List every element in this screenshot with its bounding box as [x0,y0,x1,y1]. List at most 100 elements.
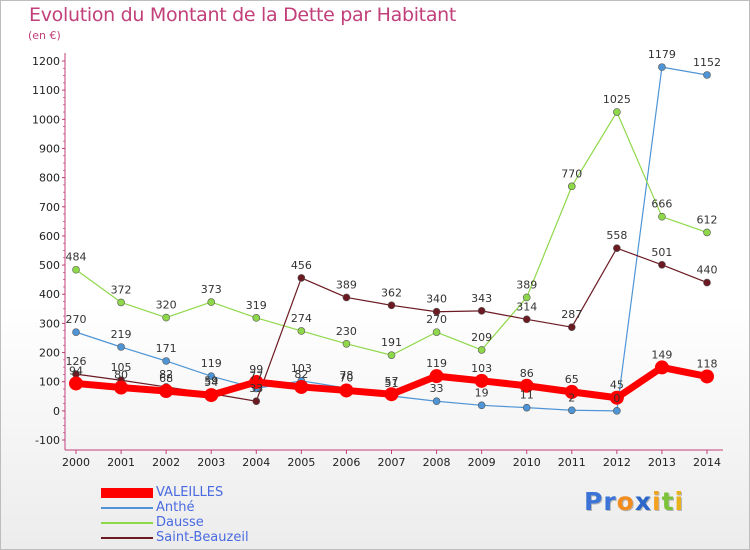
data-label: 319 [246,299,267,312]
y-tick-label: 300 [39,317,60,330]
data-point [658,63,666,71]
data-point [477,346,486,354]
data-label: 119 [426,357,447,370]
data-label: 270 [66,313,87,326]
data-point [432,307,441,316]
data-label: 103 [291,362,312,375]
data-point [159,384,174,399]
logo-letter: x [634,487,652,516]
data-label: 209 [471,331,492,344]
x-tick-label: 2009 [468,456,496,469]
data-point [703,278,711,287]
data-point [658,212,666,221]
data-point [252,314,261,322]
data-label: 770 [561,167,582,180]
chart-subtitle: (en €) [28,29,61,42]
legend-label-saint-beauzeil: Saint-Beauzeil [156,530,249,545]
proxiti-logo: Proxiti [584,487,684,516]
legend-label-valeilles: VALEILLES [156,485,224,500]
data-label: 70 [339,371,353,384]
y-tick-label: 0 [53,405,60,418]
data-label: 118 [697,357,718,370]
data-point [567,323,576,331]
data-label: 666 [651,198,672,211]
data-label: 320 [156,299,177,312]
data-label: 11 [520,389,534,402]
data-point [522,293,531,302]
data-point [609,390,624,405]
x-tick-label: 2004 [242,456,270,469]
logo-letter: o [616,487,635,516]
data-label: 372 [111,283,132,296]
data-label: 274 [291,312,312,325]
data-label: 314 [516,300,537,313]
data-point [207,298,216,306]
data-label: 54 [204,376,218,389]
y-tick-label: 900 [39,142,60,155]
legend-item-saint-beauzeil: Saint-Beauzeil [101,530,301,546]
data-point [613,244,621,252]
data-point [658,260,666,269]
y-tick-label: 1200 [32,55,60,68]
x-tick-label: 2012 [603,456,631,469]
data-label: 94 [69,364,83,377]
y-tick-label: 1000 [32,113,60,126]
x-tick-label: 2002 [152,456,180,469]
x-tick-label: 2006 [332,456,360,469]
y-tick-label: 700 [39,201,60,214]
data-point [72,265,80,274]
series-points [69,63,714,415]
y-tick-label: 1100 [32,84,60,97]
y-tick-label: 800 [39,172,60,185]
data-point [162,357,170,365]
data-label: 456 [291,259,312,272]
data-label: 343 [471,292,492,305]
data-label: 1025 [603,93,631,106]
logo-letter: t [661,487,675,516]
y-tick-label: -100 [35,434,60,447]
data-labels: 270 219 171 119 77 103 78 51 33 19 11 2 0 1179 1152 484… [66,48,722,405]
data-point [342,293,351,302]
legend-item-valeilles: VALEILLES [101,485,301,501]
data-point [564,384,579,399]
data-point [567,182,576,191]
data-point [432,397,441,406]
logo-letter: i [652,487,662,516]
data-point [297,274,306,282]
x-tick-label: 2005 [287,456,315,469]
logo-letter: r [603,487,617,516]
data-point [703,71,711,79]
data-label: 389 [336,278,357,291]
data-label: 33 [249,382,263,395]
data-label: 389 [516,278,537,291]
data-point [72,328,80,336]
data-label: 99 [249,363,263,376]
data-label: 78 [339,369,353,382]
data-label: 1179 [648,48,676,61]
data-label: 68 [159,372,173,385]
legend-swatch-dausse [101,522,153,524]
data-label: 219 [111,328,132,341]
y-axis-ticks: -100 0 100 200 300 400 500 600 700 800 900 1000 1100… [32,55,65,447]
y-tick-label: 200 [39,347,60,360]
legend-item-anthe: Anthé [101,500,301,516]
data-point [474,373,489,388]
data-point [117,343,125,351]
data-point [522,315,531,324]
data-point [162,313,170,322]
x-tick-label: 2007 [378,456,406,469]
data-label: 77 [249,369,263,382]
data-label: 484 [66,251,87,264]
data-label: 0 [613,392,620,405]
data-label: 59 [204,375,218,388]
data-point [477,401,486,410]
data-label: 2 [568,391,575,404]
data-point [567,406,576,415]
data-point [387,301,396,310]
data-label: 126 [66,355,87,368]
data-label: 230 [336,325,357,338]
x-tick-label: 2010 [513,456,541,469]
data-label: 51 [385,377,399,390]
